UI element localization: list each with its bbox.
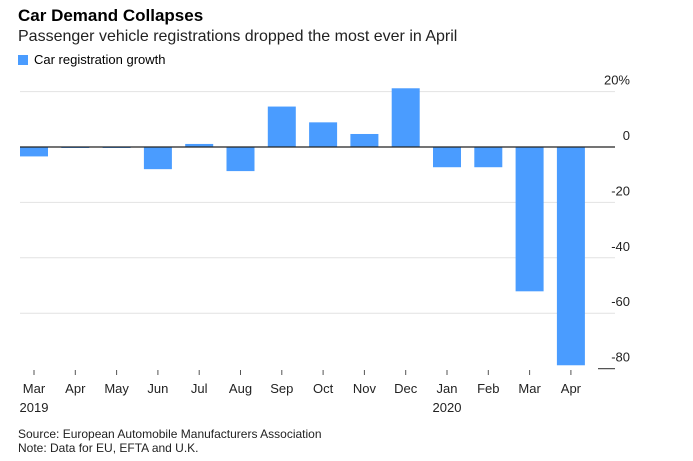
year-label: 2019 xyxy=(20,400,49,415)
bar xyxy=(185,143,214,147)
bar xyxy=(474,147,503,168)
source-note: Source: European Automobile Manufacturer… xyxy=(18,427,322,441)
y-tick-label: 0 xyxy=(623,128,630,143)
x-tick-label: Jul xyxy=(191,381,208,396)
chart-subtitle: Passenger vehicle registrations dropped … xyxy=(18,28,458,45)
x-tick-label: Dec xyxy=(394,381,418,396)
y-tick-label: -80 xyxy=(611,350,630,365)
bar xyxy=(143,147,172,170)
bar xyxy=(226,147,255,172)
x-tick-label: Mar xyxy=(23,381,46,396)
data-note: Note: Data for EU, EFTA and U.K. xyxy=(18,441,199,455)
x-tick-label: Nov xyxy=(353,381,377,396)
bar xyxy=(309,122,338,147)
legend-swatch xyxy=(18,54,28,65)
x-tick-label: Feb xyxy=(477,381,499,396)
y-tick-label: -40 xyxy=(611,239,630,254)
y-tick-label: -20 xyxy=(611,183,630,198)
y-tick-label: -60 xyxy=(611,294,630,309)
chart-title: Car Demand Collapses xyxy=(18,6,204,25)
x-tick-label: Aug xyxy=(229,381,252,396)
bar xyxy=(20,147,48,157)
y-tick-label: 20% xyxy=(604,73,630,88)
x-tick-label: May xyxy=(104,381,129,396)
x-tick-label: Sep xyxy=(270,381,293,396)
x-tick-label: Jan xyxy=(437,381,458,396)
bar xyxy=(515,147,544,292)
year-label: 2020 xyxy=(433,400,462,415)
x-tick-label: Apr xyxy=(65,381,86,396)
x-tick-label: Apr xyxy=(561,381,582,396)
bar xyxy=(433,147,461,168)
x-tick-label: Oct xyxy=(313,381,334,396)
x-tick-label: Mar xyxy=(518,381,541,396)
bar xyxy=(556,147,585,366)
legend-label: Car registration growth xyxy=(34,52,166,67)
x-tick-label: Jun xyxy=(147,381,168,396)
bar xyxy=(267,106,296,147)
bar xyxy=(350,133,379,147)
bar xyxy=(391,88,420,147)
legend: Car registration growth xyxy=(18,52,166,67)
